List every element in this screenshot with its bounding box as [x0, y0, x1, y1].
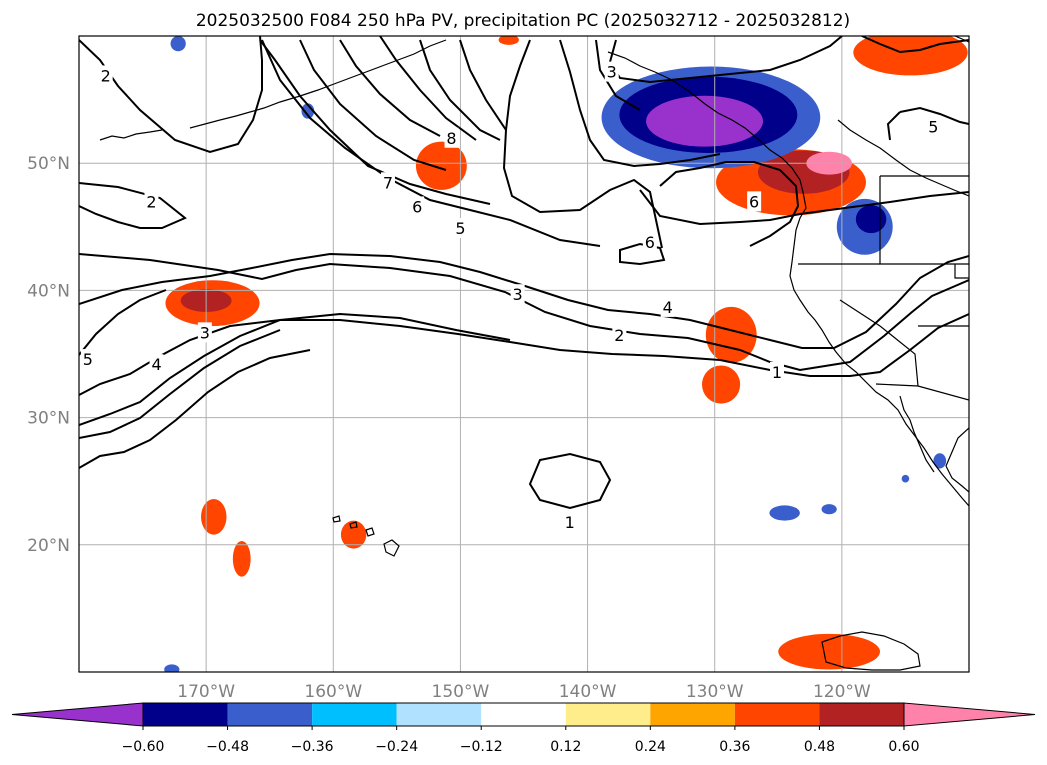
precip-area-24 [164, 664, 180, 672]
colorbar-segment [819, 703, 904, 726]
precip-area-18 [769, 505, 800, 521]
lat-tick-label: 30°N [27, 409, 70, 429]
contour-label-17: 1 [562, 511, 577, 532]
contour-label-6: 5 [453, 218, 468, 239]
lon-tick-label: 150°W [432, 682, 490, 702]
contour-label-12: 2 [612, 324, 627, 345]
lon-tick-label: 120°W [813, 682, 871, 702]
contour-label-0: 2 [98, 65, 113, 86]
svg-text:5: 5 [928, 117, 938, 136]
svg-text:5: 5 [83, 350, 93, 369]
lon-tick-label: 140°W [559, 682, 617, 702]
svg-text:2: 2 [614, 326, 624, 345]
colorbar-extend-high [903, 702, 1036, 727]
colorbar-segment [143, 703, 228, 726]
chart-title: 2025032500 F084 250 hPa PV, precipitatio… [196, 11, 850, 31]
colorbar-tick-label: 0.60 [888, 739, 919, 755]
contour-label-2: 3 [604, 61, 619, 82]
colorbar-tick-label: 0.36 [719, 739, 750, 755]
contour-label-15: 4 [149, 354, 164, 375]
contour-label-5: 6 [410, 196, 425, 217]
contour-label-7: 6 [642, 232, 657, 253]
svg-text:2: 2 [146, 192, 156, 211]
colorbar-segment [650, 703, 735, 726]
plot-frame [78, 35, 970, 673]
precip-area-17 [855, 205, 887, 234]
lat-tick-label: 20°N [27, 536, 70, 556]
precip-area-10 [201, 499, 227, 535]
colorbar-tick-label: −0.60 [122, 739, 165, 755]
svg-text:5: 5 [455, 219, 465, 238]
colorbar-segment [565, 703, 651, 726]
colorbar-segment [227, 703, 313, 726]
colorbar-tick-label: 0.48 [804, 739, 835, 755]
precip-area-22 [933, 453, 947, 469]
svg-text:6: 6 [645, 233, 655, 252]
precip-area-8 [853, 36, 968, 76]
precip-area-11 [232, 540, 251, 577]
colorbar-tick-label: −0.12 [460, 739, 503, 755]
precip-area-23 [901, 474, 910, 483]
colorbar-extend-low [11, 702, 144, 727]
svg-text:3: 3 [607, 63, 617, 82]
lat-tick-label: 40°N [27, 281, 70, 301]
svg-text:6: 6 [749, 192, 759, 211]
svg-text:8: 8 [446, 129, 456, 148]
svg-text:1: 1 [565, 513, 575, 532]
svg-text:4: 4 [151, 355, 161, 374]
lon-tick-label: 160°W [304, 682, 362, 702]
colorbar-tick-label: −0.24 [375, 739, 418, 755]
precipitation-shading [164, 36, 968, 672]
colorbar-tick-label: −0.48 [206, 739, 249, 755]
precip-area-20 [170, 36, 186, 52]
contour-label-16: 5 [80, 349, 95, 370]
precip-area-19 [821, 504, 837, 515]
svg-text:3: 3 [200, 323, 210, 342]
svg-text:3: 3 [513, 285, 523, 304]
contour-label-1: 2 [144, 191, 159, 212]
colorbar-segment [734, 703, 820, 726]
contour-label-8: 6 [747, 191, 762, 212]
svg-text:4: 4 [663, 298, 673, 317]
svg-text:2: 2 [101, 66, 111, 85]
colorbar-segment [312, 703, 397, 726]
contour-label-14: 3 [197, 322, 212, 343]
contour-label-13: 1 [770, 361, 785, 382]
contour-label-10: 3 [510, 284, 525, 305]
svg-text:7: 7 [383, 173, 393, 192]
contour-label-11: 4 [660, 296, 675, 317]
colorbar-segment [396, 703, 482, 726]
colorbar-tick-label: 0.24 [635, 739, 666, 755]
colorbar: −0.60 −0.48 −0.36 −0.24 −0.12 0.12 0.24 0.36 0.4… [11, 702, 1036, 755]
contour-label-4: 7 [380, 172, 395, 193]
coastlines [99, 36, 969, 671]
precip-area-3 [705, 306, 757, 363]
precip-area-15 [646, 95, 764, 147]
longitude-tick-labels: 170°W 160°W 150°W 140°W 130°W 120°W [177, 682, 871, 702]
svg-text:6: 6 [412, 197, 422, 216]
contour-label-3: 8 [444, 127, 459, 148]
colorbar-tick-label: 0.12 [550, 739, 581, 755]
precip-area-4 [702, 365, 741, 404]
precip-area-2 [415, 141, 467, 190]
lon-tick-label: 130°W [686, 682, 744, 702]
lat-tick-label: 50°N [27, 154, 70, 174]
lon-tick-label: 170°W [177, 682, 235, 702]
colorbar-segment [481, 703, 566, 726]
precip-area-12 [340, 520, 367, 549]
contour-label-9: 5 [926, 116, 941, 137]
latitude-tick-labels: 20°N 30°N 40°N 50°N [27, 154, 70, 556]
gridlines [79, 36, 969, 672]
precip-area-9 [778, 633, 881, 670]
precip-area-25 [498, 36, 519, 45]
svg-text:1: 1 [772, 363, 782, 382]
colorbar-tick-label: −0.36 [291, 739, 334, 755]
